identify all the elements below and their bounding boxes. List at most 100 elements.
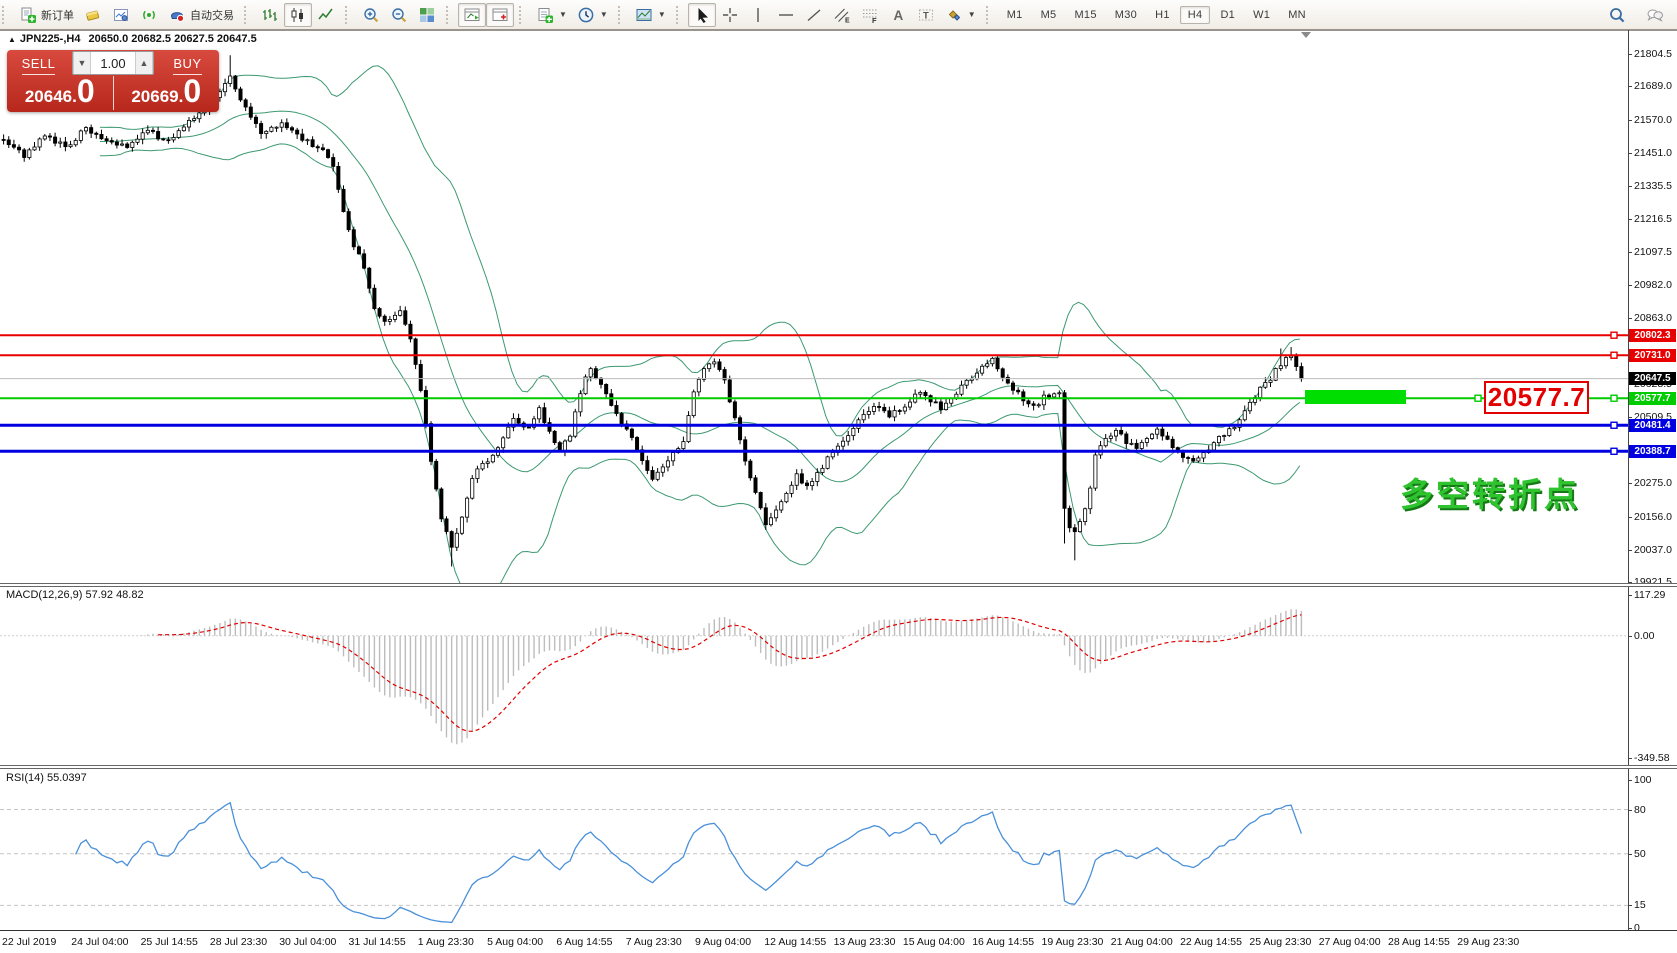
scale-tick-label: 21335.5 <box>1634 179 1672 192</box>
volume-up-icon[interactable]: ▲ <box>135 52 153 74</box>
new-chart-button[interactable]: ▼ <box>531 3 572 27</box>
styler-button[interactable] <box>79 3 107 27</box>
zoom-in-button[interactable] <box>357 3 385 27</box>
cursor-button[interactable] <box>687 2 716 27</box>
price-label-20577.7[interactable]: 20577.7 <box>1629 391 1676 405</box>
svg-text:E: E <box>845 17 850 24</box>
sell-button[interactable]: SELL <box>7 55 70 75</box>
shapes-icon <box>948 9 960 21</box>
price-callout-box[interactable]: 20577.7 <box>1484 381 1589 414</box>
period-button[interactable]: ▼ <box>572 3 613 27</box>
scale-tick <box>1628 549 1632 551</box>
timeframe-m30-button[interactable]: M30 <box>1114 8 1138 21</box>
scale-tick <box>1628 594 1632 596</box>
chat-icon <box>1647 9 1663 22</box>
price-label-20647.5[interactable]: 20647.5 <box>1629 372 1676 386</box>
date-label: 30 Jul 04:00 <box>279 936 337 948</box>
timeframe-w1-button[interactable]: W1 <box>1253 8 1271 21</box>
chart-shift-icon[interactable] <box>1301 32 1311 38</box>
scale-tick-label: 20037.0 <box>1634 543 1672 556</box>
line-endpoint-marker[interactable] <box>1610 447 1618 455</box>
bar-chart-button[interactable] <box>256 3 284 27</box>
sell-price[interactable]: 20646. 0 <box>7 75 114 110</box>
profiles-button[interactable] <box>107 3 135 27</box>
line-endpoint-marker[interactable] <box>1610 351 1618 359</box>
toolbar-group-grip <box>519 5 526 24</box>
macd-rsi-separator[interactable] <box>0 765 1677 769</box>
indicator-add-button[interactable] <box>486 2 514 27</box>
toolbar-group-grip <box>244 5 251 24</box>
tile-windows-button[interactable] <box>413 3 441 27</box>
new-order-button[interactable]: 新订单 <box>14 3 79 27</box>
dropdown-caret-icon[interactable]: ▼ <box>657 10 666 19</box>
trendline-button[interactable] <box>800 3 828 27</box>
buy-button[interactable]: BUY <box>156 55 219 75</box>
buy-price[interactable]: 20669. 0 <box>131 73 202 109</box>
price-chart-canvas[interactable] <box>0 30 1628 583</box>
indicator-window-button[interactable] <box>458 2 486 27</box>
autotrading-button[interactable]: 自动交易 <box>163 3 239 27</box>
scale-tick <box>1628 54 1632 55</box>
text-button[interactable]: A <box>884 3 912 27</box>
search-button[interactable] <box>1603 3 1631 27</box>
equidistant-channel-button[interactable]: E <box>828 3 856 27</box>
line-chart-button[interactable] <box>312 3 340 27</box>
tile-windows-icon <box>420 7 434 22</box>
price-label-20388.7[interactable]: 20388.7 <box>1629 444 1676 458</box>
zoom-out-button[interactable] <box>385 3 413 27</box>
vertical-line-icon <box>757 7 759 22</box>
rsi-canvas[interactable] <box>0 769 1628 930</box>
horizontal-line-button[interactable] <box>772 3 800 27</box>
timeframe-m5-button[interactable]: M5 <box>1040 8 1057 21</box>
timeframe-mn-button[interactable]: MN <box>1288 8 1306 21</box>
bar-chart-icon <box>263 8 277 21</box>
chart-profile-button[interactable]: ▼ <box>630 3 671 27</box>
line-endpoint-marker[interactable] <box>1610 421 1618 429</box>
crosshair-button[interactable] <box>716 3 744 27</box>
volume-stepper[interactable]: ▼ 1.00 ▲ <box>72 51 154 75</box>
line-endpoint-marker[interactable] <box>1610 394 1618 402</box>
price-label-20731.0[interactable]: 20731.0 <box>1629 348 1676 362</box>
scale-tick-label: 0.00 <box>1634 629 1655 642</box>
candlestick-button[interactable] <box>284 2 312 27</box>
chart-title: ▲ JPN225-,H4 20650.0 20682.5 20627.5 20647… <box>8 33 257 45</box>
dropdown-caret-icon[interactable]: ▼ <box>559 10 567 19</box>
scale-tick <box>1628 483 1632 485</box>
volume-value[interactable]: 1.00 <box>100 55 126 71</box>
fibonacci-button[interactable]: F <box>856 3 884 27</box>
timeframe-d1-button[interactable]: D1 <box>1220 8 1236 21</box>
timeframe-m15-button[interactable]: M15 <box>1074 8 1097 21</box>
text-label-button[interactable]: T <box>912 3 940 27</box>
chart-macd-separator[interactable] <box>0 583 1677 587</box>
dropdown-caret-icon[interactable]: ▼ <box>967 10 976 19</box>
scale-tick <box>1628 853 1632 855</box>
highlight-zone[interactable] <box>1305 390 1406 404</box>
line-endpoint-marker[interactable] <box>1610 331 1618 339</box>
volume-down-icon[interactable]: ▼ <box>73 52 91 74</box>
scale-tick-label: -349.58 <box>1634 751 1670 764</box>
scale-tick <box>1628 119 1632 121</box>
price-label-20802.3[interactable]: 20802.3 <box>1629 328 1676 342</box>
price-label-20481.4[interactable]: 20481.4 <box>1629 418 1676 432</box>
toolbar-group-grip <box>617 5 625 24</box>
vertical-line-button[interactable] <box>744 3 772 27</box>
line-chart-icon <box>318 8 333 19</box>
channel-icon: E <box>834 8 850 24</box>
signal-button[interactable] <box>135 3 163 27</box>
macd-canvas[interactable] <box>0 587 1628 764</box>
scale-tick <box>1628 780 1632 781</box>
svg-text:T: T <box>923 10 929 21</box>
timeframe-m1-button[interactable]: M1 <box>1006 8 1023 21</box>
scale-tick <box>1628 905 1632 907</box>
shapes-button[interactable]: ▼ <box>940 3 981 27</box>
timeframe-h4-button[interactable]: H4 <box>1179 5 1211 24</box>
toolbar-group-grip <box>2 5 9 24</box>
date-label: 24 Jul 04:00 <box>71 936 129 948</box>
signal-icon <box>143 10 155 19</box>
callout-anchor-marker[interactable] <box>1474 394 1482 402</box>
chat-button[interactable] <box>1641 3 1669 27</box>
dropdown-caret-icon[interactable]: ▼ <box>599 10 608 19</box>
collapse-triangle-icon[interactable]: ▲ <box>8 35 16 44</box>
timeframe-h1-button[interactable]: H1 <box>1155 8 1170 21</box>
